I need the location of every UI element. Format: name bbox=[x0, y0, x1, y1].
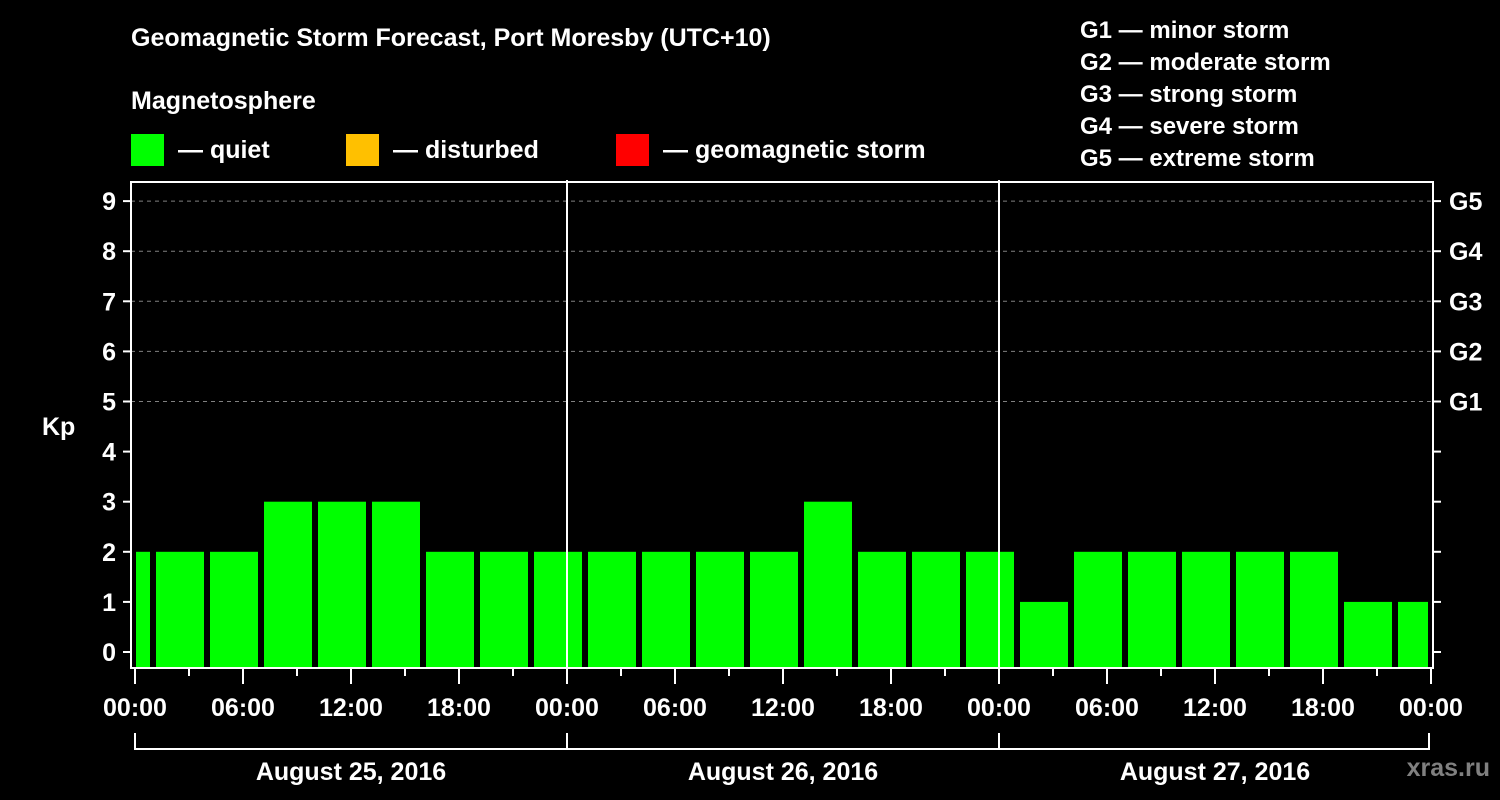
kp-bar bbox=[1074, 551, 1122, 667]
g-scale-item-g3: G3 — strong storm bbox=[1080, 81, 1298, 108]
g-scale-legend: G1 — minor storm G2 — moderate storm G3 … bbox=[1080, 15, 1331, 175]
kp-bar bbox=[1290, 551, 1338, 667]
x-tick-label: 12:00 bbox=[1183, 694, 1247, 722]
chart-title: Geomagnetic Storm Forecast, Port Moresby… bbox=[131, 24, 771, 52]
grid-lines bbox=[131, 200, 1433, 402]
g-scale-axis-ticks: G1 G2 G3 G4 G5 bbox=[1433, 188, 1482, 653]
y-tick-label: 3 bbox=[102, 489, 116, 517]
x-axis-ticks: 00:00 06:00 12:00 18:00 00:00 06:00 12:00 18:00… bbox=[103, 668, 1463, 722]
kp-bar bbox=[966, 551, 1014, 667]
storm-swatch-icon bbox=[616, 134, 649, 166]
x-tick-label: 18:00 bbox=[1291, 694, 1355, 722]
kp-bar bbox=[1398, 601, 1428, 667]
x-tick-label: 06:00 bbox=[643, 694, 707, 722]
date-label: August 27, 2016 bbox=[1120, 758, 1310, 786]
kp-bar bbox=[210, 551, 258, 667]
x-tick-label: 00:00 bbox=[1399, 694, 1463, 722]
x-tick-label: 06:00 bbox=[211, 694, 275, 722]
x-tick-label: 06:00 bbox=[1075, 694, 1139, 722]
kp-bar bbox=[426, 551, 474, 667]
g-scale-item-g4: G4 — severe storm bbox=[1080, 113, 1299, 140]
legend-item-disturbed: — disturbed bbox=[346, 134, 539, 166]
y-tick-label: 7 bbox=[102, 288, 116, 316]
legend-item-storm: — geomagnetic storm bbox=[616, 134, 926, 166]
watermark: xras.ru bbox=[1406, 754, 1490, 782]
y-tick-label: 8 bbox=[102, 238, 116, 266]
kp-bar bbox=[1344, 601, 1392, 667]
kp-bar bbox=[264, 501, 312, 667]
date-label: August 26, 2016 bbox=[688, 758, 878, 786]
quiet-swatch-icon bbox=[131, 134, 164, 166]
x-tick-label: 00:00 bbox=[967, 694, 1031, 722]
x-tick-label: 18:00 bbox=[427, 694, 491, 722]
y-tick-label: 4 bbox=[102, 439, 116, 467]
kp-bar bbox=[696, 551, 744, 667]
y-axis-label: Kp bbox=[42, 413, 76, 441]
kp-bar bbox=[912, 551, 960, 667]
chart-subtitle: Magnetosphere bbox=[131, 87, 316, 115]
y-tick-label: 9 bbox=[102, 188, 116, 216]
x-tick-label: 18:00 bbox=[859, 694, 923, 722]
g-scale-label: G1 bbox=[1449, 389, 1482, 417]
x-tick-label: 12:00 bbox=[751, 694, 815, 722]
kp-bars bbox=[136, 501, 1428, 667]
x-tick-label: 00:00 bbox=[535, 694, 599, 722]
kp-bar bbox=[804, 501, 852, 667]
y-tick-label: 0 bbox=[102, 639, 116, 667]
g-scale-item-g1: G1 — minor storm bbox=[1080, 17, 1290, 44]
date-label: August 25, 2016 bbox=[256, 758, 446, 786]
legend-item-quiet: — quiet bbox=[131, 134, 270, 166]
kp-bar bbox=[1128, 551, 1176, 667]
kp-bar bbox=[534, 551, 582, 667]
kp-bar bbox=[318, 501, 366, 667]
legend-label-quiet: — quiet bbox=[178, 135, 270, 164]
date-brackets: August 25, 2016 August 26, 2016 August 27,… bbox=[134, 733, 1430, 786]
kp-bar bbox=[1236, 551, 1284, 667]
legend-label-disturbed: — disturbed bbox=[393, 135, 539, 164]
g-scale-label: G3 bbox=[1449, 288, 1482, 316]
x-tick-label: 12:00 bbox=[319, 694, 383, 722]
g-scale-label: G5 bbox=[1449, 188, 1482, 216]
g-scale-item-g2: G2 — moderate storm bbox=[1080, 49, 1331, 76]
kp-bar bbox=[588, 551, 636, 667]
kp-bar bbox=[156, 551, 204, 667]
disturbed-swatch-icon bbox=[346, 134, 379, 166]
legend-label-storm: — geomagnetic storm bbox=[663, 135, 926, 164]
kp-bar bbox=[1182, 551, 1230, 667]
kp-bar bbox=[136, 551, 150, 667]
y-tick-label: 1 bbox=[102, 589, 116, 617]
x-tick-label: 00:00 bbox=[103, 694, 167, 722]
kp-bar bbox=[480, 551, 528, 667]
g-scale-item-g5: G5 — extreme storm bbox=[1080, 145, 1315, 172]
g-scale-label: G2 bbox=[1449, 338, 1482, 366]
y-axis-ticks: 0 1 2 3 4 5 6 7 8 9 bbox=[102, 188, 131, 667]
kp-bar bbox=[1020, 601, 1068, 667]
y-tick-label: 2 bbox=[102, 539, 116, 567]
g-scale-label: G4 bbox=[1449, 238, 1482, 266]
kp-bar bbox=[372, 501, 420, 667]
y-tick-label: 5 bbox=[102, 389, 116, 417]
y-tick-label: 6 bbox=[102, 338, 116, 366]
kp-bar bbox=[750, 551, 798, 667]
kp-bar bbox=[858, 551, 906, 667]
kp-bar bbox=[642, 551, 690, 667]
